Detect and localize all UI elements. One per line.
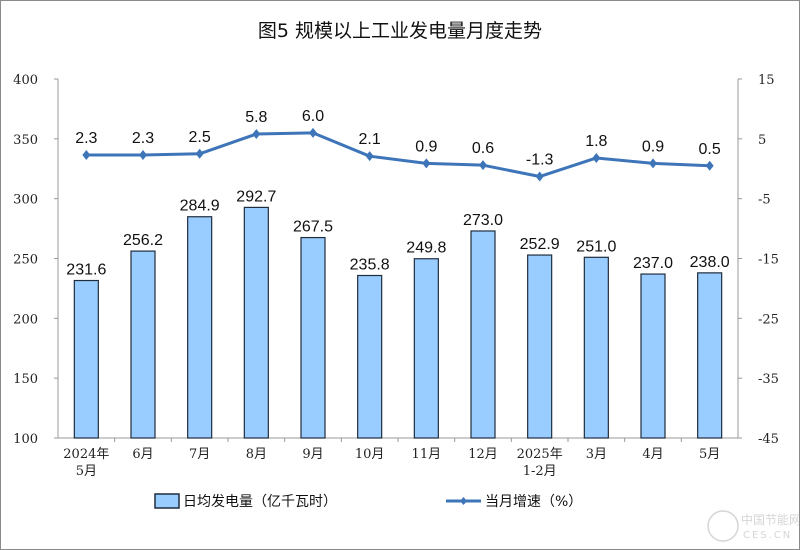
- legend-bar-label: 日均发电量（亿千瓦时）: [183, 494, 337, 510]
- left-tick-label: 200: [13, 312, 38, 327]
- bar-value-label: 273.0: [463, 212, 503, 229]
- x-tick-label: 5月: [76, 464, 97, 479]
- line-value-label: 0.9: [642, 138, 664, 155]
- right-tick-label: -15: [758, 253, 779, 268]
- bar-value-label: 237.0: [633, 255, 673, 272]
- line-point: [309, 127, 317, 138]
- x-tick-label: 3月: [586, 447, 607, 462]
- line-point: [479, 160, 487, 171]
- right-tick-label: -45: [758, 432, 779, 447]
- left-tick-label: 250: [13, 253, 38, 268]
- bar: [527, 254, 553, 439]
- right-tick-label: -25: [758, 312, 779, 327]
- right-tick-label: -35: [758, 372, 779, 387]
- line-point: [195, 148, 204, 159]
- legend-bar-swatch: [154, 493, 180, 509]
- bar: [357, 274, 383, 439]
- line-value-label: 6.0: [302, 108, 324, 125]
- line-point: [252, 129, 261, 140]
- bar-value-label: 231.6: [66, 262, 106, 279]
- line-value-label: -1.3: [526, 152, 554, 169]
- bar: [243, 206, 269, 439]
- line-value-label: 2.1: [359, 131, 381, 148]
- x-tick-label: 5月: [699, 447, 720, 462]
- line-point: [705, 160, 714, 171]
- bar-value-label: 249.8: [406, 240, 446, 257]
- line-point: [365, 151, 374, 162]
- x-tick-label: 9月: [302, 447, 323, 462]
- bar: [300, 236, 326, 439]
- svg-text:CES.CN: CES.CN: [743, 530, 792, 541]
- x-tick-label: 7月: [189, 447, 210, 462]
- legend-line-marker: [460, 497, 467, 505]
- x-tick-label: 10月: [355, 447, 385, 462]
- line-point: [649, 158, 657, 169]
- line-point: [82, 149, 91, 160]
- line-value-label: 5.8: [245, 109, 267, 126]
- x-tick-label: 11月: [412, 447, 442, 462]
- bar-value-label: 256.2: [123, 232, 163, 249]
- bar: [640, 273, 666, 439]
- x-tick-label: 12月: [468, 447, 498, 462]
- x-tick-label: 4月: [642, 447, 663, 462]
- growth-line: [86, 131, 710, 179]
- bar-value-label: 252.9: [520, 236, 560, 253]
- line-value-label: 2.3: [132, 130, 154, 147]
- right-tick-label: 5: [758, 133, 766, 148]
- line-value-label: 0.9: [415, 138, 437, 155]
- right-tick-label: 15: [758, 73, 775, 88]
- left-tick-label: 400: [13, 73, 38, 88]
- x-tick-label: 8月: [246, 447, 267, 462]
- line-point: [592, 152, 601, 163]
- left-tick-label: 150: [13, 372, 38, 387]
- bar-value-label: 235.8: [350, 256, 390, 273]
- bar: [583, 256, 609, 439]
- left-tick-label: 350: [13, 133, 38, 148]
- line-value-label: 2.3: [75, 130, 97, 147]
- legend: 日均发电量（亿千瓦时） 当月增速（%）: [154, 493, 582, 510]
- line-point: [535, 171, 544, 182]
- x-tick-label: 6月: [132, 447, 153, 462]
- left-tick-label: 300: [13, 193, 38, 208]
- x-tick-label: 2025年: [517, 447, 563, 462]
- line-value-label: 0.6: [472, 140, 494, 157]
- left-tick-label: 100: [13, 432, 38, 447]
- bar-value-label: 251.0: [576, 238, 616, 255]
- line-point: [422, 158, 431, 169]
- line-point: [139, 149, 147, 160]
- bar: [130, 250, 156, 439]
- line-value-label: 1.8: [585, 133, 607, 150]
- bar: [73, 279, 99, 439]
- legend-line-label: 当月增速（%）: [485, 494, 582, 510]
- watermark-logo: 中国节能网 CES.CN: [707, 510, 799, 542]
- bar: [470, 230, 496, 439]
- bar-value-label: 284.9: [180, 198, 220, 215]
- bar-value-label: 238.0: [690, 254, 730, 271]
- right-tick-label: -5: [758, 193, 771, 208]
- svg-text:中国节能网: 中国节能网: [741, 512, 799, 527]
- x-tick-label: 2024年: [63, 447, 109, 462]
- line-value-label: 0.5: [699, 141, 721, 158]
- line-value-label: 2.5: [189, 129, 211, 146]
- chart-title: 图5 规模以上工业发电量月度走势: [258, 20, 542, 42]
- bar: [697, 272, 723, 439]
- bar-value-label: 267.5: [293, 219, 333, 236]
- bar: [413, 258, 439, 439]
- bar-value-label: 292.7: [236, 188, 276, 205]
- x-tick-label: 1-2月: [523, 464, 557, 479]
- bar: [187, 216, 213, 439]
